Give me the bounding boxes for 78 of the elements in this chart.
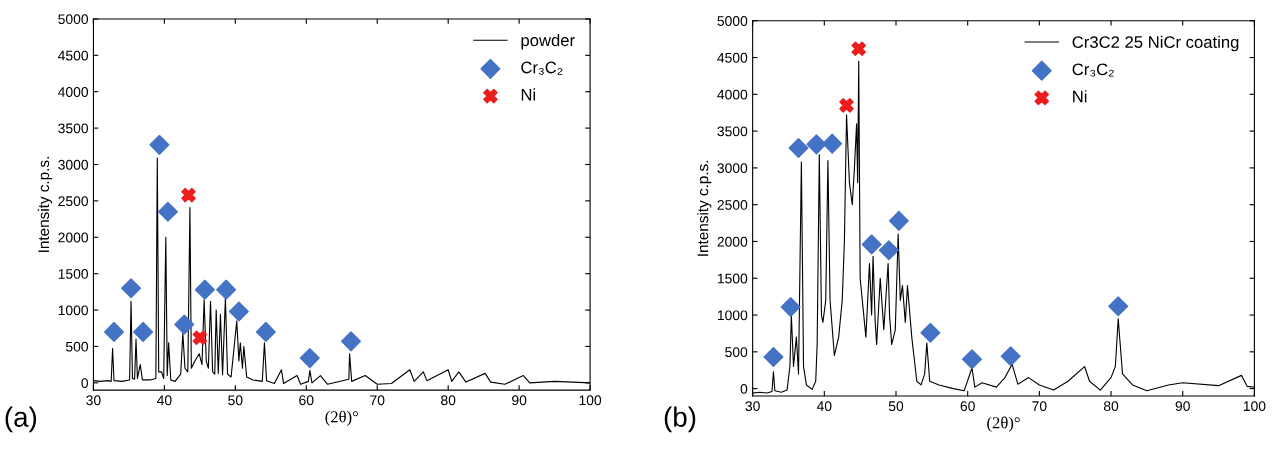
x-tick-label: 100	[1243, 401, 1266, 412]
point	[1108, 296, 1129, 317]
legend-label: Ni	[521, 88, 536, 101]
y-tick-label: 1000	[58, 305, 89, 316]
y-tick-label: 2000	[717, 236, 748, 247]
point	[839, 98, 854, 113]
point	[192, 330, 208, 345]
point	[340, 331, 361, 352]
y-tick-label: 4000	[717, 89, 748, 100]
y-tick-label: 3500	[717, 126, 748, 137]
point	[194, 279, 215, 300]
point	[806, 134, 827, 155]
y-tick-label: 5000	[58, 14, 89, 25]
y-tick-label: 4000	[58, 87, 89, 97]
y-tick-label: 2500	[58, 196, 89, 207]
x-tick-label: 70	[1032, 401, 1047, 412]
legend-label: Cr₃C₂	[1072, 63, 1114, 77]
y-tick-label: 0	[740, 383, 748, 394]
x-tick-label: 90	[512, 395, 527, 406]
point	[255, 321, 276, 342]
y-tick-label: 0	[81, 378, 89, 389]
point	[1000, 346, 1021, 367]
y-axis-title: Intensity c.p.s.	[697, 160, 712, 256]
point	[133, 321, 154, 342]
point	[822, 133, 843, 154]
y-tick-label: 1500	[58, 269, 89, 279]
x-tick-label: 50	[228, 395, 243, 406]
point	[104, 321, 125, 342]
x-tick-label: 30	[745, 401, 760, 412]
point	[851, 41, 867, 56]
legend-label: Cr₃C₂	[521, 61, 563, 75]
y-tick-label: 500	[65, 341, 89, 352]
x-tick-label: 60	[299, 395, 314, 406]
text: (a)	[5, 406, 37, 433]
point	[299, 348, 320, 369]
y-tick-label: 4500	[717, 52, 748, 63]
legend-label: Ni	[1073, 90, 1087, 103]
point	[861, 234, 882, 255]
x-tick-label: 80	[441, 395, 456, 406]
point	[878, 240, 899, 261]
x-axis-title: (2θ)°	[987, 416, 1020, 432]
point	[216, 279, 237, 300]
x-tick-label: 70	[370, 395, 385, 406]
point	[780, 296, 801, 317]
text: (b)	[664, 406, 696, 433]
point	[763, 346, 784, 367]
y-tick-label: 5000	[717, 16, 748, 26]
legend-label: powder	[521, 33, 575, 50]
point	[920, 322, 941, 343]
x-tick-label: 40	[816, 401, 832, 412]
y-tick-label: 500	[725, 347, 748, 357]
y-tick-label: 3000	[717, 163, 748, 174]
point	[157, 201, 178, 222]
legend-label: Cr3C2 25 NiCr coating	[1072, 35, 1239, 52]
y-tick-label: 1000	[717, 310, 748, 321]
point	[228, 301, 249, 322]
y-axis-title: Intensity c.p.s.	[37, 157, 53, 252]
x-tick-label: 80	[1103, 401, 1119, 412]
y-tick-label: 2500	[717, 200, 748, 210]
x-tick-label: 100	[579, 395, 602, 406]
x-tick-label: 50	[888, 401, 904, 412]
point	[961, 349, 982, 370]
x-tick-label: 60	[960, 401, 975, 412]
point	[149, 134, 170, 155]
x-tick-label: 40	[156, 395, 172, 406]
y-tick-label: 3000	[58, 159, 89, 170]
point	[788, 138, 809, 159]
y-tick-label: 3500	[58, 123, 89, 134]
x-tick-label: 90	[1175, 401, 1190, 412]
point	[888, 210, 909, 231]
y-tick-label: 1500	[717, 273, 748, 284]
point	[174, 314, 195, 335]
point	[121, 278, 142, 299]
y-tick-label: 4500	[58, 50, 89, 61]
x-tick-label: 30	[86, 395, 101, 406]
point	[181, 187, 196, 203]
x-axis-title: (2θ)°	[325, 410, 358, 426]
y-tick-label: 2000	[58, 232, 89, 243]
